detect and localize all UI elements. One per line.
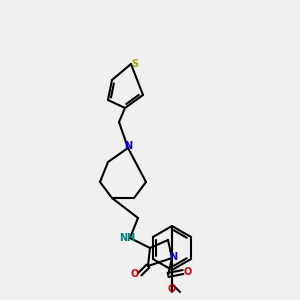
Text: S: S <box>131 59 139 69</box>
Text: O: O <box>184 267 192 277</box>
Text: N: N <box>169 252 177 262</box>
Text: O: O <box>168 284 176 294</box>
Text: NH: NH <box>119 233 135 243</box>
Text: N: N <box>124 141 132 151</box>
Text: O: O <box>131 269 139 279</box>
